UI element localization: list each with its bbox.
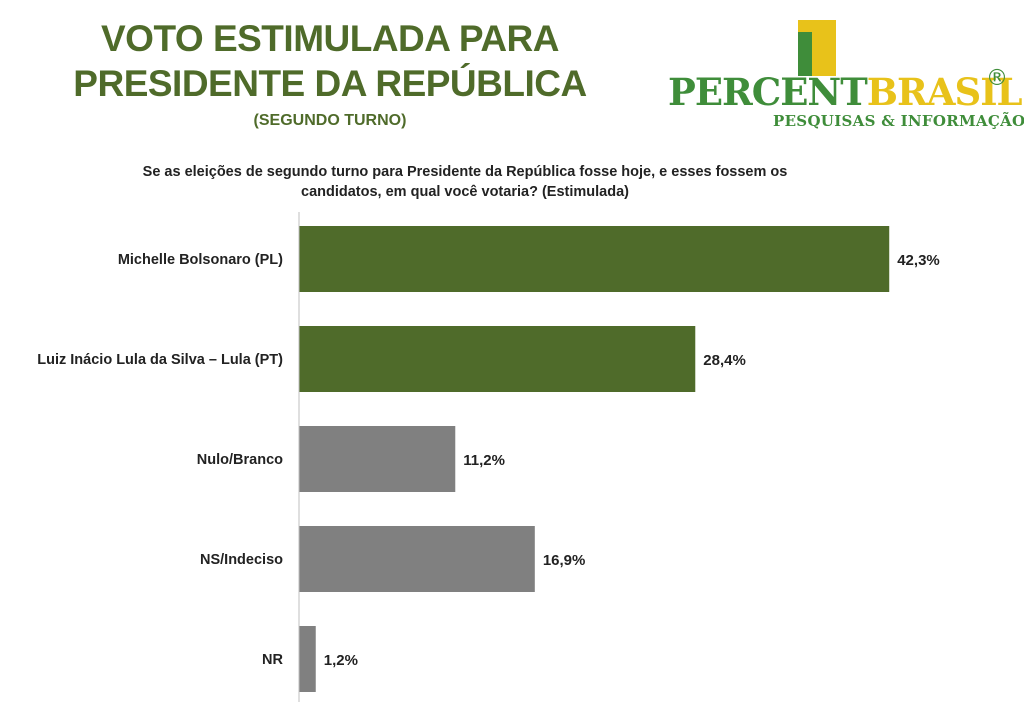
logo-wordmark: PERCENTBRASIL — [668, 70, 1023, 114]
value-label-3: 16,9% — [543, 552, 586, 569]
logo-wordmark-brasil: BRASIL — [866, 70, 1023, 114]
category-label-0: Michelle Bolsonaro (PL) — [118, 252, 283, 268]
category-label-1: Luiz Inácio Lula da Silva – Lula (PT) — [37, 352, 283, 368]
question-line-1: Se as eleições de segundo turno para Pre… — [142, 164, 788, 180]
logo-flag-icon — [798, 20, 836, 76]
value-label-0: 42,3% — [897, 252, 940, 269]
value-label-4: 1,2% — [324, 652, 358, 669]
percentbrasil-logo: PERCENTBRASIL ® PESQUISAS & INFORMAÇÃO — [668, 10, 1024, 135]
logo-wordmark-percent: PERCENT — [668, 70, 868, 114]
value-label-1: 28,4% — [703, 352, 746, 369]
chart-title: VOTO ESTIMULADA PARA PRESIDENTE DA REPÚB… — [60, 16, 600, 106]
title-line-2: PRESIDENTE DA REPÚBLICA — [73, 63, 587, 104]
value-label-2: 11,2% — [463, 452, 505, 469]
bar-0 — [299, 226, 890, 292]
survey-question: Se as eleições de segundo turno para Pre… — [80, 162, 850, 202]
bar-2 — [299, 426, 456, 492]
question-line-2: candidatos, em qual você votaria? (Estim… — [301, 184, 629, 200]
title-line-1: VOTO ESTIMULADA PARA — [101, 18, 560, 59]
registered-mark: ® — [986, 66, 1008, 91]
bar-1 — [299, 326, 696, 392]
category-label-3: NS/Indeciso — [200, 552, 283, 568]
bar-4 — [299, 626, 316, 692]
category-label-2: Nulo/Branco — [197, 452, 283, 468]
category-label-4: NR — [262, 652, 283, 668]
bar-3 — [299, 526, 535, 592]
logo-tagline: PESQUISAS & INFORMAÇÃO — [773, 112, 1024, 130]
round-subtitle: (SEGUNDO TURNO) — [253, 112, 407, 129]
bar-chart: Michelle Bolsonaro (PL) 42,3% Luiz Inácio … — [37, 212, 940, 702]
